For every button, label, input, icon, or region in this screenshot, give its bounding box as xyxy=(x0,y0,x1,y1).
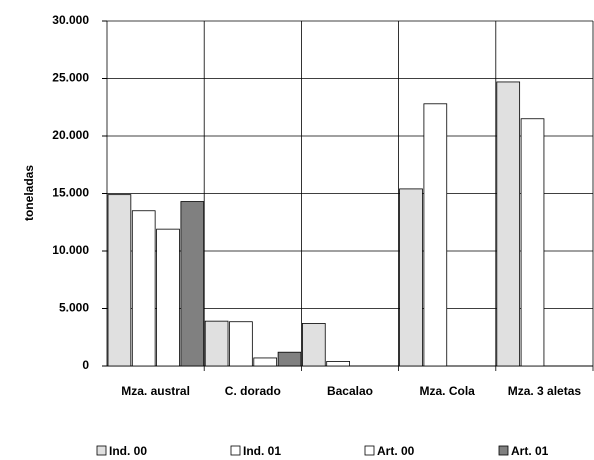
x-tick-label: Mza. Cola xyxy=(419,384,475,398)
y-tick-label: 0 xyxy=(82,358,89,372)
bar xyxy=(180,201,205,367)
y-tick-label: 15.000 xyxy=(52,186,89,200)
bar xyxy=(301,323,326,367)
y-tick-label: 30.000 xyxy=(52,13,89,27)
y-tick-label: 25.000 xyxy=(52,71,89,85)
bar xyxy=(326,360,350,367)
legend-swatch xyxy=(96,445,107,456)
x-tick-label: Mza. 3 aletas xyxy=(507,384,582,398)
bar xyxy=(399,188,423,367)
x-tick-label: Mza. austral xyxy=(121,384,190,398)
bar xyxy=(204,320,229,367)
bar xyxy=(156,228,180,367)
bar xyxy=(107,194,132,367)
legend-swatch xyxy=(364,445,375,456)
x-tick-label: Bacalao xyxy=(326,384,373,398)
bar xyxy=(229,321,253,367)
legend-label: Art. 01 xyxy=(511,444,549,458)
bar xyxy=(277,351,302,367)
legend-label: Ind. 01 xyxy=(243,444,281,458)
legend-swatch xyxy=(230,445,241,456)
legend-swatch xyxy=(498,445,509,456)
y-tick-label: 5.000 xyxy=(59,301,89,315)
bar xyxy=(131,210,156,367)
legend-label: Ind. 00 xyxy=(109,444,147,458)
bar xyxy=(253,357,278,367)
bar xyxy=(496,81,521,367)
legend-label: Art. 00 xyxy=(377,444,415,458)
bar xyxy=(520,118,545,367)
y-axis-label: toneladas xyxy=(22,165,36,221)
x-tick-label: C. dorado xyxy=(224,384,281,398)
y-tick-label: 20.000 xyxy=(52,128,89,142)
y-tick-label: 10.000 xyxy=(52,243,89,257)
bar xyxy=(423,103,448,367)
